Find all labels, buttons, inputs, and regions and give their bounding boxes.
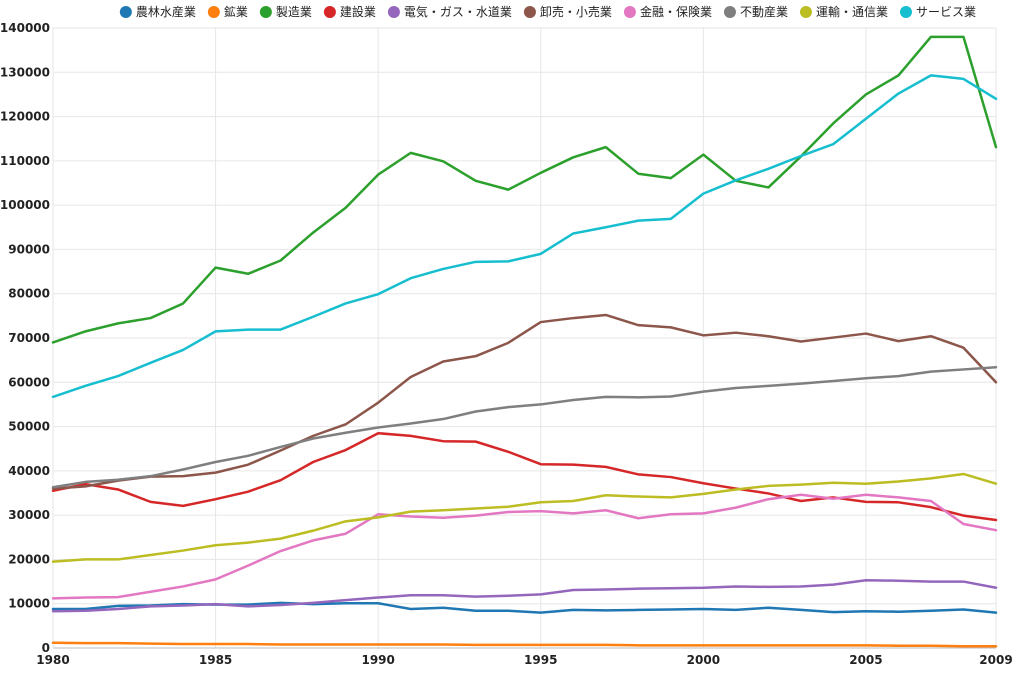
legend-label: 卸売・小売業 <box>540 4 612 19</box>
series-line-6 <box>51 493 998 600</box>
y-tick-label: 90000 <box>8 242 50 256</box>
legend-marker <box>323 6 336 18</box>
legend-marker <box>799 6 812 18</box>
y-tick-label: 40000 <box>8 464 50 478</box>
y-tick-label: 30000 <box>8 508 50 522</box>
y-tick-label: 20000 <box>8 552 50 566</box>
legend-marker <box>723 6 736 18</box>
series-lines <box>51 35 998 648</box>
legend-label: 電気・ガス・水道業 <box>404 4 512 19</box>
y-tick-label: 10000 <box>8 597 50 611</box>
legend-marker <box>119 6 132 18</box>
x-tick-label: 2009 <box>979 653 1012 667</box>
x-tick-label: 1980 <box>36 653 69 667</box>
series-line-1 <box>51 641 998 648</box>
legend-marker <box>207 6 220 18</box>
legend-marker <box>899 6 912 18</box>
legend-item[interactable]: 運輸・通信業 <box>799 4 888 19</box>
series-line-3 <box>51 431 998 522</box>
y-tick-label: 110000 <box>0 154 50 168</box>
y-tick-label: 60000 <box>8 375 50 389</box>
legend-marker <box>259 6 272 18</box>
x-tick-label: 1985 <box>199 653 232 667</box>
legend-item[interactable]: 鉱業 <box>207 4 248 19</box>
legend-item[interactable]: 製造業 <box>259 5 312 19</box>
x-tick-label: 1990 <box>361 653 394 667</box>
series-line-8 <box>51 472 998 563</box>
series-line-7 <box>51 365 998 489</box>
legend-label: 金融・保険業 <box>640 4 712 19</box>
y-tick-label: 130000 <box>0 65 50 79</box>
series-line-4 <box>51 578 998 613</box>
axes: 0 10000 20000 30000 40000 50000 60000 70000 8000… <box>0 21 1013 667</box>
legend-marker <box>387 6 400 18</box>
y-tick-label: 0 <box>42 641 50 655</box>
legend: 農林水産業 鉱業 製造業 建設業 電気・ガス・水道業 卸売・小売業 金融・保険業 不動産業 運輸… <box>119 4 976 19</box>
legend-item[interactable]: 卸売・小売業 <box>523 4 612 19</box>
grid <box>52 27 997 649</box>
series-line-5 <box>51 313 998 490</box>
y-tick-label: 80000 <box>8 287 50 301</box>
legend-label: 鉱業 <box>224 4 248 19</box>
x-tick-label: 2000 <box>687 653 720 667</box>
legend-item[interactable]: 農林水産業 <box>119 4 196 19</box>
x-tick-label: 2005 <box>849 653 882 667</box>
legend-item[interactable]: 建設業 <box>323 4 376 19</box>
legend-label: 製造業 <box>276 5 312 19</box>
y-tick-label: 50000 <box>8 420 50 434</box>
legend-label: 不動産業 <box>740 4 788 19</box>
legend-marker <box>523 6 536 18</box>
legend-item[interactable]: 不動産業 <box>723 4 788 19</box>
series-line-9 <box>51 74 998 399</box>
y-tick-label: 70000 <box>8 331 50 345</box>
legend-item[interactable]: 金融・保険業 <box>623 4 712 19</box>
y-tick-label: 140000 <box>0 21 50 35</box>
series-line-2 <box>51 35 998 344</box>
legend-label: サービス業 <box>916 5 976 19</box>
legend-item[interactable]: サービス業 <box>899 5 976 19</box>
legend-label: 建設業 <box>340 4 376 19</box>
legend-marker <box>623 6 636 18</box>
x-tick-label: 1995 <box>524 653 557 667</box>
legend-label: 農林水産業 <box>136 4 196 19</box>
legend-item[interactable]: 電気・ガス・水道業 <box>387 4 512 19</box>
y-tick-label: 120000 <box>0 110 50 124</box>
legend-label: 運輸・通信業 <box>816 4 888 19</box>
y-tick-label: 100000 <box>0 198 50 212</box>
